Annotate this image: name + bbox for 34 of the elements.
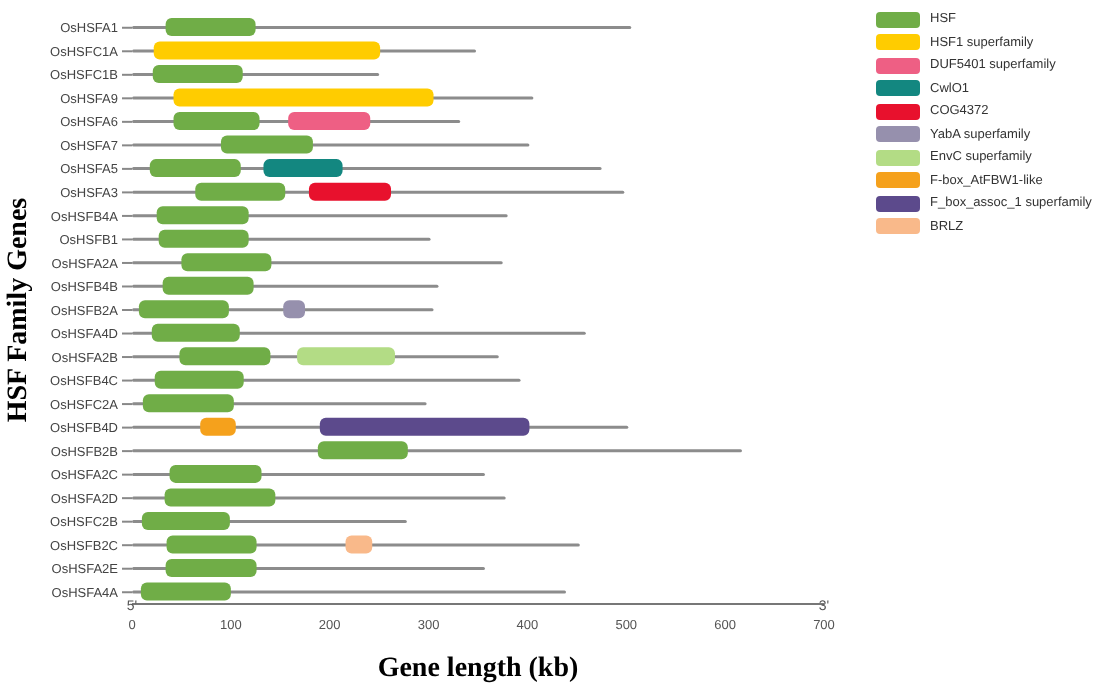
- bar: [156, 206, 249, 225]
- bar: [308, 182, 392, 201]
- bar: [195, 182, 286, 201]
- bar: [169, 464, 262, 483]
- bar: [165, 18, 256, 36]
- bar: [283, 300, 305, 319]
- bar: [173, 112, 260, 131]
- bar: [142, 394, 234, 413]
- bar: [220, 135, 313, 154]
- bar: [173, 88, 434, 107]
- bar: [152, 65, 243, 84]
- bar: [297, 347, 395, 366]
- bar: [319, 417, 530, 436]
- bar: [165, 558, 257, 577]
- bar: [181, 253, 272, 272]
- bar: [164, 488, 276, 507]
- bar: [263, 159, 343, 178]
- bar: [141, 511, 230, 530]
- x-axis-title: Gene length (kb): [377, 654, 580, 684]
- bar: [200, 417, 236, 436]
- y-axis-title: HSF Family Genes: [3, 196, 34, 423]
- bar: [345, 535, 373, 554]
- bar: [166, 535, 257, 554]
- bar: [154, 370, 244, 389]
- bar: [149, 159, 241, 178]
- bar: [151, 323, 240, 342]
- bar: [317, 441, 408, 460]
- bar: [153, 41, 381, 60]
- bar: [138, 300, 229, 319]
- bar: [140, 582, 231, 601]
- bar: [288, 112, 371, 131]
- bar: [158, 229, 249, 248]
- bar: [162, 276, 254, 295]
- bar: [179, 347, 271, 366]
